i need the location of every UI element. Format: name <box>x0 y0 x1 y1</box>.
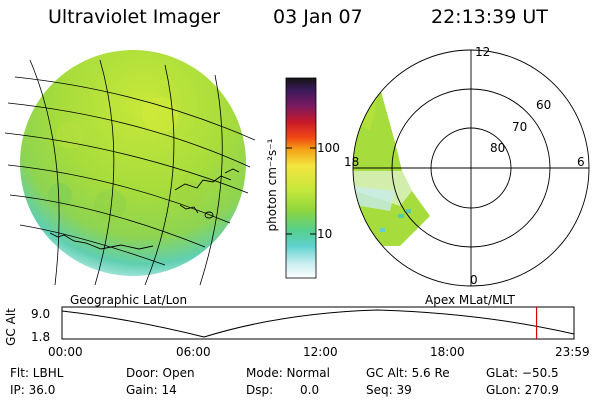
filter-status: Flt: LBHL <box>10 366 64 380</box>
mlt-label-18: 18 <box>344 155 360 169</box>
dsp-value: 0.0 <box>300 383 320 397</box>
mlat-label-60: 60 <box>536 98 552 112</box>
mode-status: Mode: Normal <box>246 366 330 380</box>
colorbar-tick-10: 10 <box>317 227 333 241</box>
geo-lon-status: GLon: 270.9 <box>486 383 559 397</box>
mlt-label-6: 6 <box>577 155 585 169</box>
altitude-axis-title: GC Alt <box>4 308 18 346</box>
door-status: Door: Open <box>126 366 195 380</box>
geo-lat-status: GLat: −50.5 <box>486 366 559 380</box>
gc-altitude-status: GC Alt: 5.6 Re <box>366 366 450 380</box>
left-panel-caption: Geographic Lat/Lon <box>70 293 188 307</box>
altitude-xtick-4: 23:59 <box>555 345 590 359</box>
time-label: 22:13:39 UT <box>431 6 548 28</box>
altitude-xtick-3: 18:00 <box>430 345 465 359</box>
texture-speckle <box>48 97 204 221</box>
polar-grid <box>352 49 590 287</box>
colorbar-unit-label: photon cm⁻²s⁻¹ <box>265 138 279 232</box>
altitude-ytick-top: 9.0 <box>31 307 51 321</box>
uv-disk <box>20 50 246 276</box>
ip-status: IP: 36.0 <box>10 383 56 397</box>
mlt-label-0: 0 <box>470 273 478 287</box>
coastline <box>49 168 240 250</box>
gain-status: Gain: 14 <box>126 383 177 397</box>
altitude-xtick-0: 00:00 <box>48 345 83 359</box>
geographic-image <box>4 50 256 286</box>
altitude-plot <box>61 306 575 340</box>
date-label: 03 Jan 07 <box>273 6 363 28</box>
instrument-title: Ultraviolet Imager <box>48 6 221 28</box>
dsp-label: Dsp: <box>246 383 274 397</box>
geo-grid <box>4 59 256 286</box>
mlt-label-12: 12 <box>475 45 491 59</box>
polar-plot <box>352 49 590 287</box>
sequence-status: Seq: 39 <box>366 383 412 397</box>
altitude-ytick-bottom: 1.8 <box>31 330 51 344</box>
colorbar-tick-100: 100 <box>317 141 340 155</box>
colorbar <box>285 77 317 279</box>
right-panel-caption: Apex MLat/MLT <box>425 293 515 307</box>
mlat-label-80: 80 <box>490 141 506 155</box>
altitude-xtick-2: 12:00 <box>303 345 338 359</box>
altitude-xtick-1: 06:00 <box>176 345 211 359</box>
altitude-curve <box>61 309 575 338</box>
mlat-label-70: 70 <box>512 120 528 134</box>
